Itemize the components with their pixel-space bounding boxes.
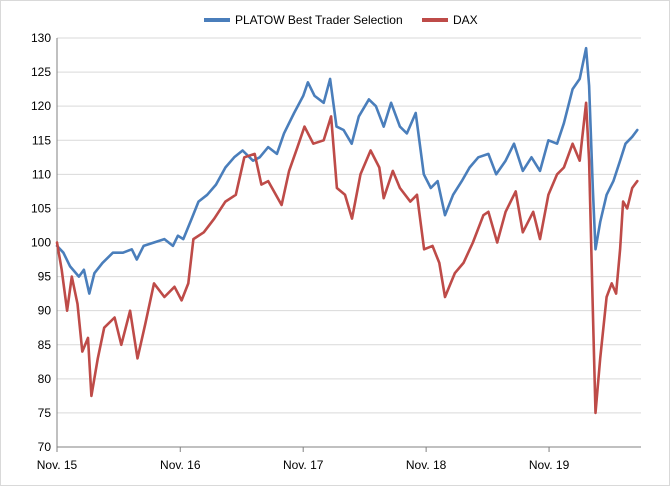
y-tick-label: 70 — [38, 440, 52, 454]
x-tick-label: Nov. 16 — [160, 458, 201, 472]
y-tick-label: 95 — [38, 270, 52, 284]
y-tick-label: 75 — [38, 406, 52, 420]
y-tick-label: 80 — [38, 372, 52, 386]
y-tick-label: 100 — [31, 236, 51, 250]
y-tick-label: 110 — [32, 167, 51, 181]
x-tick-label: Nov. 15 — [37, 458, 78, 472]
y-tick-label: 115 — [32, 133, 51, 147]
x-tick-label: Nov. 17 — [283, 458, 324, 472]
y-tick-label: 85 — [38, 338, 52, 352]
y-tick-label: 130 — [31, 31, 51, 45]
legend-label-platow: PLATOW Best Trader Selection — [235, 13, 403, 27]
y-tick-label: 120 — [31, 99, 51, 113]
series-line-platow — [55, 46, 639, 295]
y-tick-label: 125 — [31, 65, 51, 79]
x-tick-label: Nov. 19 — [529, 458, 570, 472]
y-tick-label: 105 — [31, 201, 51, 215]
x-tick-label: Nov. 18 — [406, 458, 447, 472]
series-line-dax — [55, 101, 639, 415]
legend-label-dax: DAX — [453, 13, 478, 27]
y-tick-label: 90 — [38, 304, 52, 318]
